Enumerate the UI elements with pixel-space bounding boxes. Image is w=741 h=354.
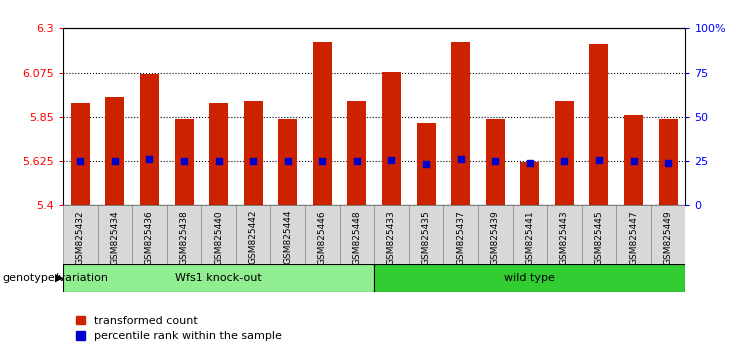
Point [213, 158, 225, 164]
Bar [651, 205, 685, 264]
Bar [374, 264, 685, 292]
Text: GSM825439: GSM825439 [491, 210, 499, 265]
Point [420, 161, 432, 167]
Point [178, 158, 190, 164]
Bar [547, 205, 582, 264]
Point [316, 158, 328, 164]
Bar [520, 162, 539, 205]
Text: GSM825436: GSM825436 [145, 210, 154, 265]
Bar [617, 205, 651, 264]
Bar [382, 72, 401, 205]
Text: GSM825446: GSM825446 [318, 210, 327, 265]
Point [455, 156, 467, 162]
Bar [209, 103, 228, 205]
Bar [443, 205, 478, 264]
Text: GSM825448: GSM825448 [353, 210, 362, 265]
Bar [71, 103, 90, 205]
Point [385, 157, 397, 163]
Bar [451, 42, 470, 205]
Bar [659, 119, 677, 205]
Bar [313, 42, 332, 205]
Bar [305, 205, 339, 264]
Bar [202, 205, 236, 264]
Bar [244, 101, 262, 205]
Point [74, 158, 86, 164]
Bar [278, 119, 297, 205]
Bar [374, 205, 409, 264]
Bar [132, 205, 167, 264]
Bar [98, 205, 132, 264]
Bar [339, 205, 374, 264]
Bar [624, 115, 643, 205]
Text: GSM825434: GSM825434 [110, 210, 119, 265]
Point [524, 160, 536, 166]
Text: GSM825433: GSM825433 [387, 210, 396, 265]
Bar [348, 101, 366, 205]
Text: GSM825437: GSM825437 [456, 210, 465, 265]
Bar [63, 264, 374, 292]
Point [282, 158, 293, 164]
Bar [174, 119, 193, 205]
Bar [105, 97, 124, 205]
Point [593, 157, 605, 163]
Text: GSM825441: GSM825441 [525, 210, 534, 265]
Point [662, 160, 674, 166]
Bar [478, 205, 513, 264]
Point [559, 158, 571, 164]
Bar [416, 123, 436, 205]
Point [351, 158, 363, 164]
Text: wild type: wild type [505, 273, 555, 283]
Bar [582, 205, 617, 264]
Bar [513, 205, 547, 264]
Text: GSM825445: GSM825445 [594, 210, 603, 265]
Point [628, 158, 639, 164]
Point [489, 158, 501, 164]
Text: GSM825444: GSM825444 [283, 210, 292, 264]
Text: GSM825443: GSM825443 [560, 210, 569, 265]
Bar [167, 205, 202, 264]
Text: GSM825447: GSM825447 [629, 210, 638, 265]
Legend: transformed count, percentile rank within the sample: transformed count, percentile rank withi… [76, 315, 282, 341]
Text: GSM825435: GSM825435 [422, 210, 431, 265]
Text: GSM825449: GSM825449 [664, 210, 673, 265]
Point [109, 158, 121, 164]
Text: GSM825432: GSM825432 [76, 210, 84, 265]
Bar [589, 44, 608, 205]
Bar [555, 101, 574, 205]
Text: GSM825442: GSM825442 [249, 210, 258, 264]
Text: ▶: ▶ [55, 273, 63, 283]
Text: GSM825438: GSM825438 [179, 210, 188, 265]
Text: genotype/variation: genotype/variation [2, 273, 108, 283]
Bar [270, 205, 305, 264]
Bar [485, 119, 505, 205]
Point [247, 158, 259, 164]
Text: GSM825440: GSM825440 [214, 210, 223, 265]
Bar [236, 205, 270, 264]
Bar [140, 74, 159, 205]
Bar [63, 205, 98, 264]
Bar [409, 205, 443, 264]
Text: Wfs1 knock-out: Wfs1 knock-out [175, 273, 262, 283]
Point [144, 156, 156, 162]
